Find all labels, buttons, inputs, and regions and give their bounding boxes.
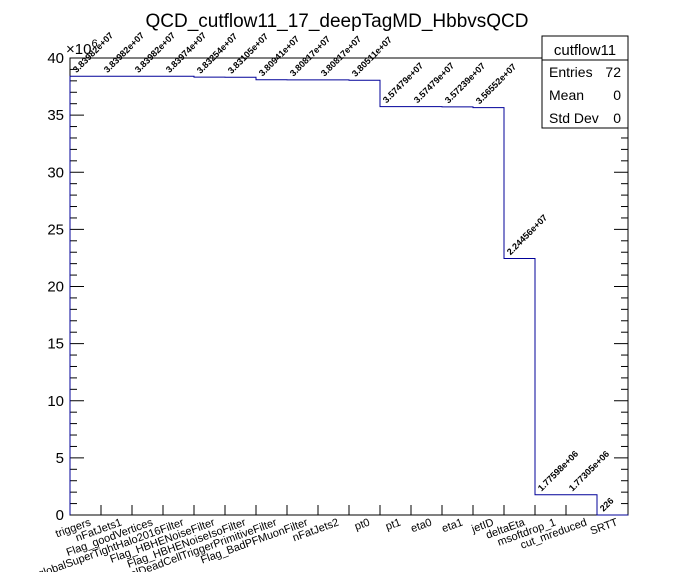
y-tick-label: 5 — [56, 450, 64, 467]
y-tick-label: 10 — [47, 393, 64, 410]
bin-category-label: pt0 — [353, 517, 371, 534]
y-tick-label: 35 — [47, 107, 64, 124]
y-tick-label: 40 — [47, 50, 64, 67]
histogram-line — [69, 75, 629, 516]
bin-category-label: eta0 — [409, 517, 433, 536]
stats-mean-label: Mean — [549, 87, 584, 103]
bin-value-label: 226 — [598, 496, 616, 514]
bin-category-label: eta1 — [440, 517, 464, 536]
chart-title: QCD_cutflow11_17_deepTagMD_HbbvsQCD — [145, 11, 528, 32]
stats-mean-value: 0 — [613, 87, 621, 103]
stats-entries-value: 72 — [605, 64, 621, 80]
stats-title: cutflow11 — [554, 42, 616, 59]
y-tick-label: 0 — [56, 507, 64, 524]
stats-stddev-label: Std Dev — [549, 110, 599, 126]
stats-box: cutflow11 Entries 72 Mean 0 Std Dev 0 — [541, 35, 629, 129]
y-axis-multiplier: ×106 — [66, 38, 98, 58]
stats-entries-label: Entries — [549, 64, 593, 80]
bin-value-label: 2.24456e+07 — [505, 213, 549, 257]
y-tick-label: 30 — [47, 164, 64, 181]
y-tick-label: 15 — [47, 336, 64, 353]
y-tick-label: 20 — [47, 279, 64, 296]
stats-stddev-value: 0 — [613, 110, 621, 126]
bin-category-label: SRTT — [589, 516, 620, 537]
bin-category-label: pt1 — [384, 517, 402, 534]
y-tick-label: 25 — [47, 221, 64, 238]
